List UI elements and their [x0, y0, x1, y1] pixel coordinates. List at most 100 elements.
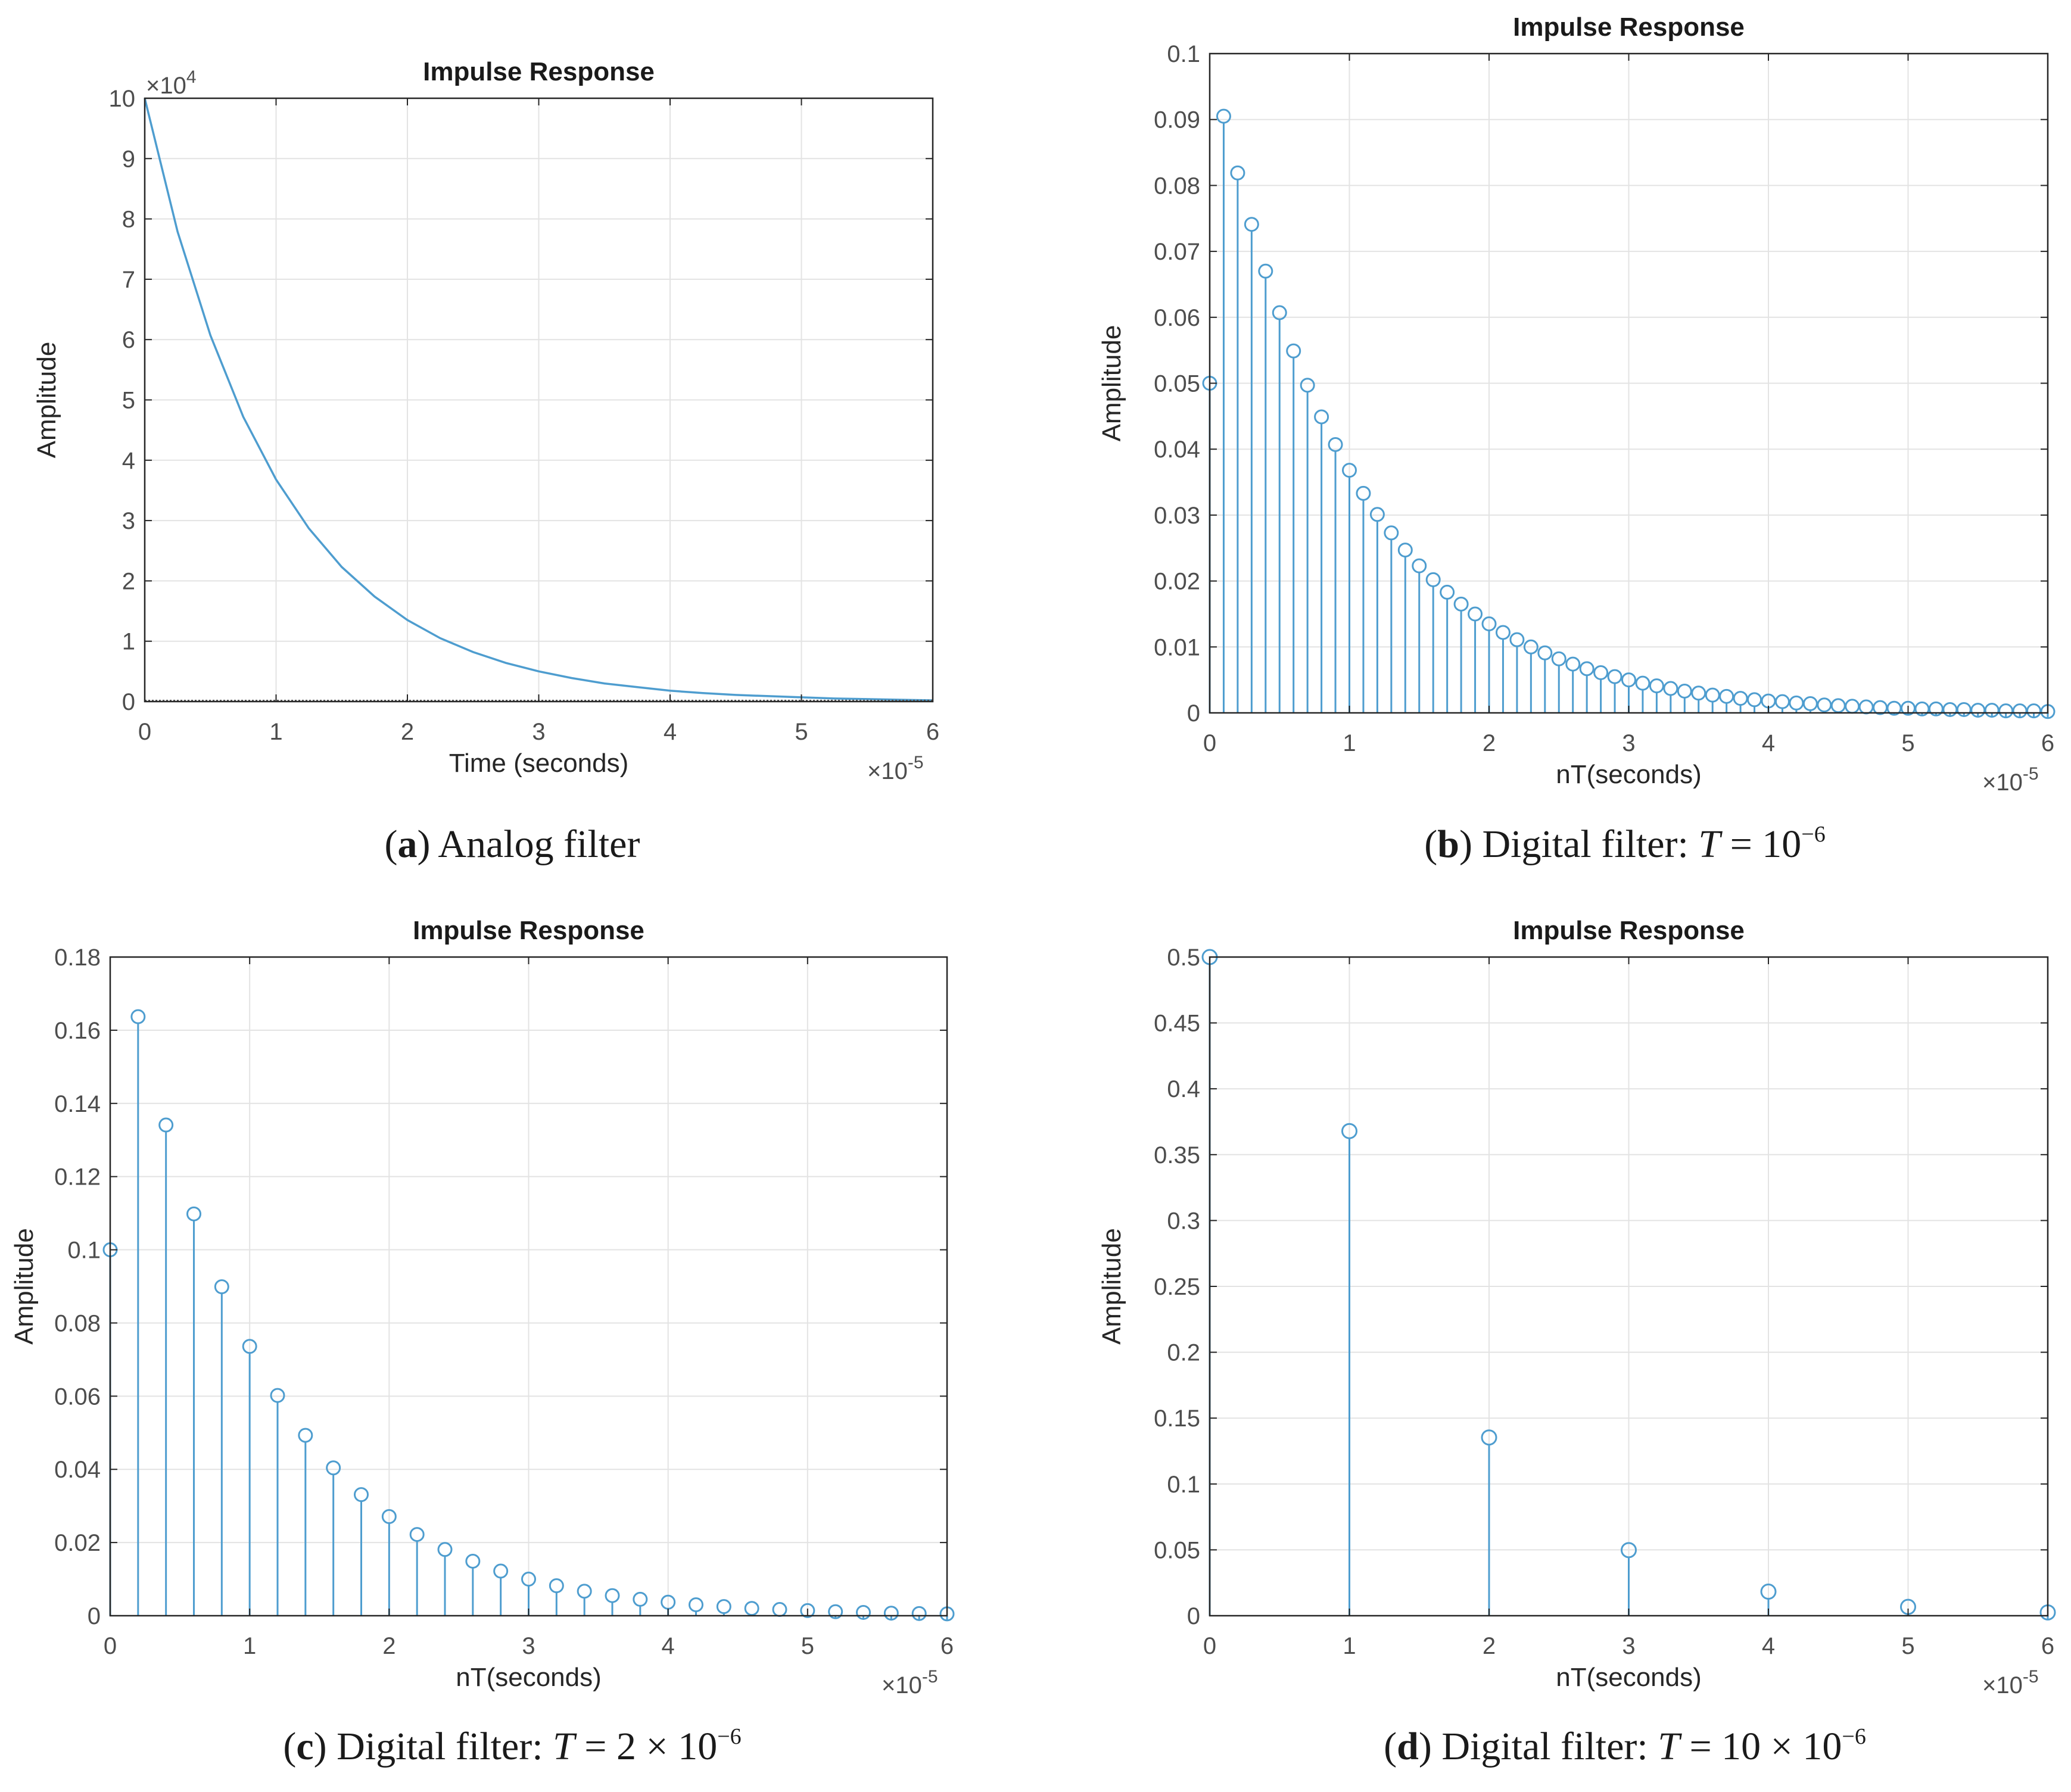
stem-marker-3 [1244, 217, 1259, 232]
x-tick-label-2: 2 [382, 1633, 395, 1659]
stem-marker-10 [381, 1509, 397, 1524]
stem-marker-13 [1384, 525, 1399, 541]
x-tick-label-5: 5 [1901, 730, 1914, 756]
y-tick-label-3: 0.06 [54, 1383, 101, 1410]
y-tick-label-4: 0.08 [54, 1310, 101, 1336]
x-exponent-label: ×10-5 [1982, 764, 2039, 796]
y-tick-label-2: 0.1 [1167, 1472, 1200, 1498]
caption-c: (c) Digital filter: T = 2 × 10−6 [283, 1724, 742, 1768]
x-axis-label: Time (seconds) [449, 749, 629, 778]
y-axis-label: Amplitude [1097, 1228, 1126, 1345]
stem-marker-3 [1621, 1542, 1637, 1559]
stem-marker-15 [1412, 558, 1427, 574]
y-tick-label-1: 1 [122, 629, 135, 655]
chart-title: Impulse Response [413, 916, 644, 945]
stem-marker-17 [577, 1584, 592, 1599]
stem-marker-43 [1802, 696, 1818, 712]
stem-marker-2 [158, 1117, 174, 1133]
y-tick-label-8: 0.16 [54, 1018, 101, 1044]
chart-d: 0 1 2 3 4 5 6 0 0.05 0.1 0.15 0.2 0.25 0.3 0.35 0.4 0.45… [1097, 916, 2056, 1698]
x-tick-label-6: 6 [2041, 730, 2054, 756]
y-tick-label-6: 0.12 [54, 1164, 101, 1190]
stem-marker-36 [1705, 687, 1720, 703]
chart-title: Impulse Response [1513, 13, 1745, 42]
stem-marker-7 [298, 1428, 313, 1443]
x-exponent-base: ×10 [867, 758, 908, 784]
x-axis-label: nT(seconds) [1556, 1663, 1702, 1692]
x-tick-label-6: 6 [940, 1633, 954, 1659]
x-tick-label-4: 4 [664, 719, 677, 745]
x-exponent-label: ×10-5 [1982, 1667, 2039, 1698]
x-tick-label-3: 3 [522, 1633, 535, 1659]
x-exponent-label: ×10-5 [867, 753, 924, 784]
stem-marker-9 [354, 1487, 369, 1503]
stem-marker-32 [1649, 678, 1664, 694]
y-tick-label-9: 0.45 [1154, 1011, 1200, 1037]
stem-marker-11 [409, 1527, 425, 1542]
y-tick-label-9: 0.18 [54, 945, 101, 971]
y-tick-label-6: 0.3 [1167, 1208, 1200, 1234]
y-tick-label-10: 0.1 [1167, 41, 1200, 67]
stem-marker-6 [270, 1388, 285, 1403]
stem-marker-26 [1565, 656, 1581, 672]
y-tick-label-2: 0.04 [54, 1457, 101, 1483]
stem-marker-18 [605, 1588, 620, 1603]
stem-marker-23 [744, 1601, 759, 1616]
x-tick-label-4: 4 [1762, 1633, 1775, 1659]
stem-marker-18 [1453, 596, 1469, 612]
stem-marker-31 [1635, 675, 1650, 691]
stem-marker-21 [689, 1597, 703, 1613]
x-tick-label-3: 3 [1622, 730, 1635, 756]
y-tick-label-8: 0.08 [1154, 173, 1200, 199]
x-tick-label-6: 6 [926, 719, 939, 745]
y-tick-label-6: 0.06 [1154, 305, 1200, 331]
x-tick-label-5: 5 [1901, 1633, 1914, 1659]
stem-marker-16 [1425, 572, 1441, 587]
stem-marker-22 [716, 1599, 731, 1615]
x-tick-label-6: 6 [2041, 1633, 2054, 1659]
stem-marker-19 [633, 1591, 648, 1607]
stem-marker-30 [1621, 672, 1636, 688]
stem-marker-14 [1397, 543, 1413, 558]
y-tick-label-5: 0.05 [1154, 371, 1200, 397]
stem-marker-41 [1774, 694, 1790, 709]
y-exponent-label: ×104 [146, 67, 197, 99]
x-tick-label-1: 1 [1343, 730, 1356, 756]
stem-marker-12 [437, 1542, 453, 1557]
y-tick-label-2: 0.02 [1154, 569, 1200, 595]
stem-marker-25 [1551, 651, 1567, 666]
y-axis-label: Amplitude [32, 342, 61, 459]
y-tick-label-1: 0.05 [1154, 1537, 1200, 1563]
y-tick-label-10: 10 [109, 86, 136, 112]
stem-marker-37 [1719, 688, 1734, 704]
y-tick-label-7: 0.07 [1154, 239, 1200, 265]
stem-marker-10 [1342, 463, 1357, 478]
x-tick-label-1: 1 [1343, 1633, 1356, 1659]
stem-marker-25 [800, 1603, 815, 1618]
y-tick-label-4: 0.2 [1167, 1340, 1200, 1366]
y-axis-label: Amplitude [1097, 325, 1126, 442]
x-exponent-power: -5 [908, 753, 924, 772]
y-tick-label-4: 4 [122, 448, 135, 474]
x-tick-label-5: 5 [795, 719, 808, 745]
stem-marker-28 [1593, 665, 1609, 680]
stem-marker-6 [1286, 343, 1301, 359]
stem-marker-13 [465, 1553, 481, 1569]
chart-b: 0 1 2 3 4 5 6 0 0.01 0.02 0.03 0.04 0.05 0.06 0.07 0.08… [1097, 13, 2056, 796]
stem-marker-28 [883, 1606, 899, 1621]
y-tick-label-9: 9 [122, 146, 135, 172]
x-tick-label-1: 1 [243, 1633, 256, 1659]
stem-marker-4 [1258, 263, 1273, 279]
stem-marker-16 [549, 1578, 564, 1594]
stem-marker-11 [1356, 485, 1371, 501]
chart-title: Impulse Response [423, 57, 655, 86]
y-tick-label-5: 0.25 [1154, 1274, 1200, 1300]
stem-marker-7 [1300, 378, 1315, 393]
stem-marker-2 [1481, 1429, 1497, 1446]
chart-a: 0 1 2 3 4 5 6 0 1 2 3 4 5 6 7 8 9 10 Impulse Response Time … [32, 57, 939, 784]
y-tick-label-8: 8 [122, 207, 135, 233]
x-tick-label-3: 3 [532, 719, 545, 745]
stem-marker-15 [521, 1572, 536, 1587]
